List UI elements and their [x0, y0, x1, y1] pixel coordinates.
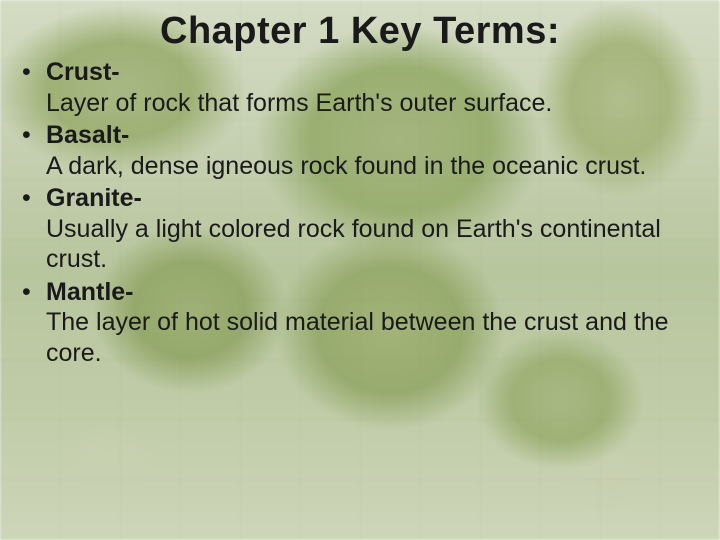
term-definition: The layer of hot solid material between … [46, 307, 702, 368]
term-name: Granite- [46, 184, 142, 212]
slide-content: Chapter 1 Key Terms: Crust- Layer of roc… [0, 0, 720, 540]
term-item: Basalt- A dark, dense igneous rock found… [18, 120, 702, 181]
term-definition: Layer of rock that forms Earth's outer s… [46, 88, 702, 119]
term-name: Crust- [46, 58, 120, 86]
term-item: Mantle- The layer of hot solid material … [18, 277, 702, 369]
term-name: Mantle- [46, 278, 134, 306]
term-name: Basalt- [46, 121, 129, 149]
term-item: Granite- Usually a light colored rock fo… [18, 183, 702, 275]
terms-list: Crust- Layer of rock that forms Earth's … [18, 57, 702, 368]
term-definition: Usually a light colored rock found on Ea… [46, 214, 702, 275]
term-item: Crust- Layer of rock that forms Earth's … [18, 57, 702, 118]
term-definition: A dark, dense igneous rock found in the … [46, 151, 702, 182]
slide-title: Chapter 1 Key Terms: [18, 10, 702, 53]
